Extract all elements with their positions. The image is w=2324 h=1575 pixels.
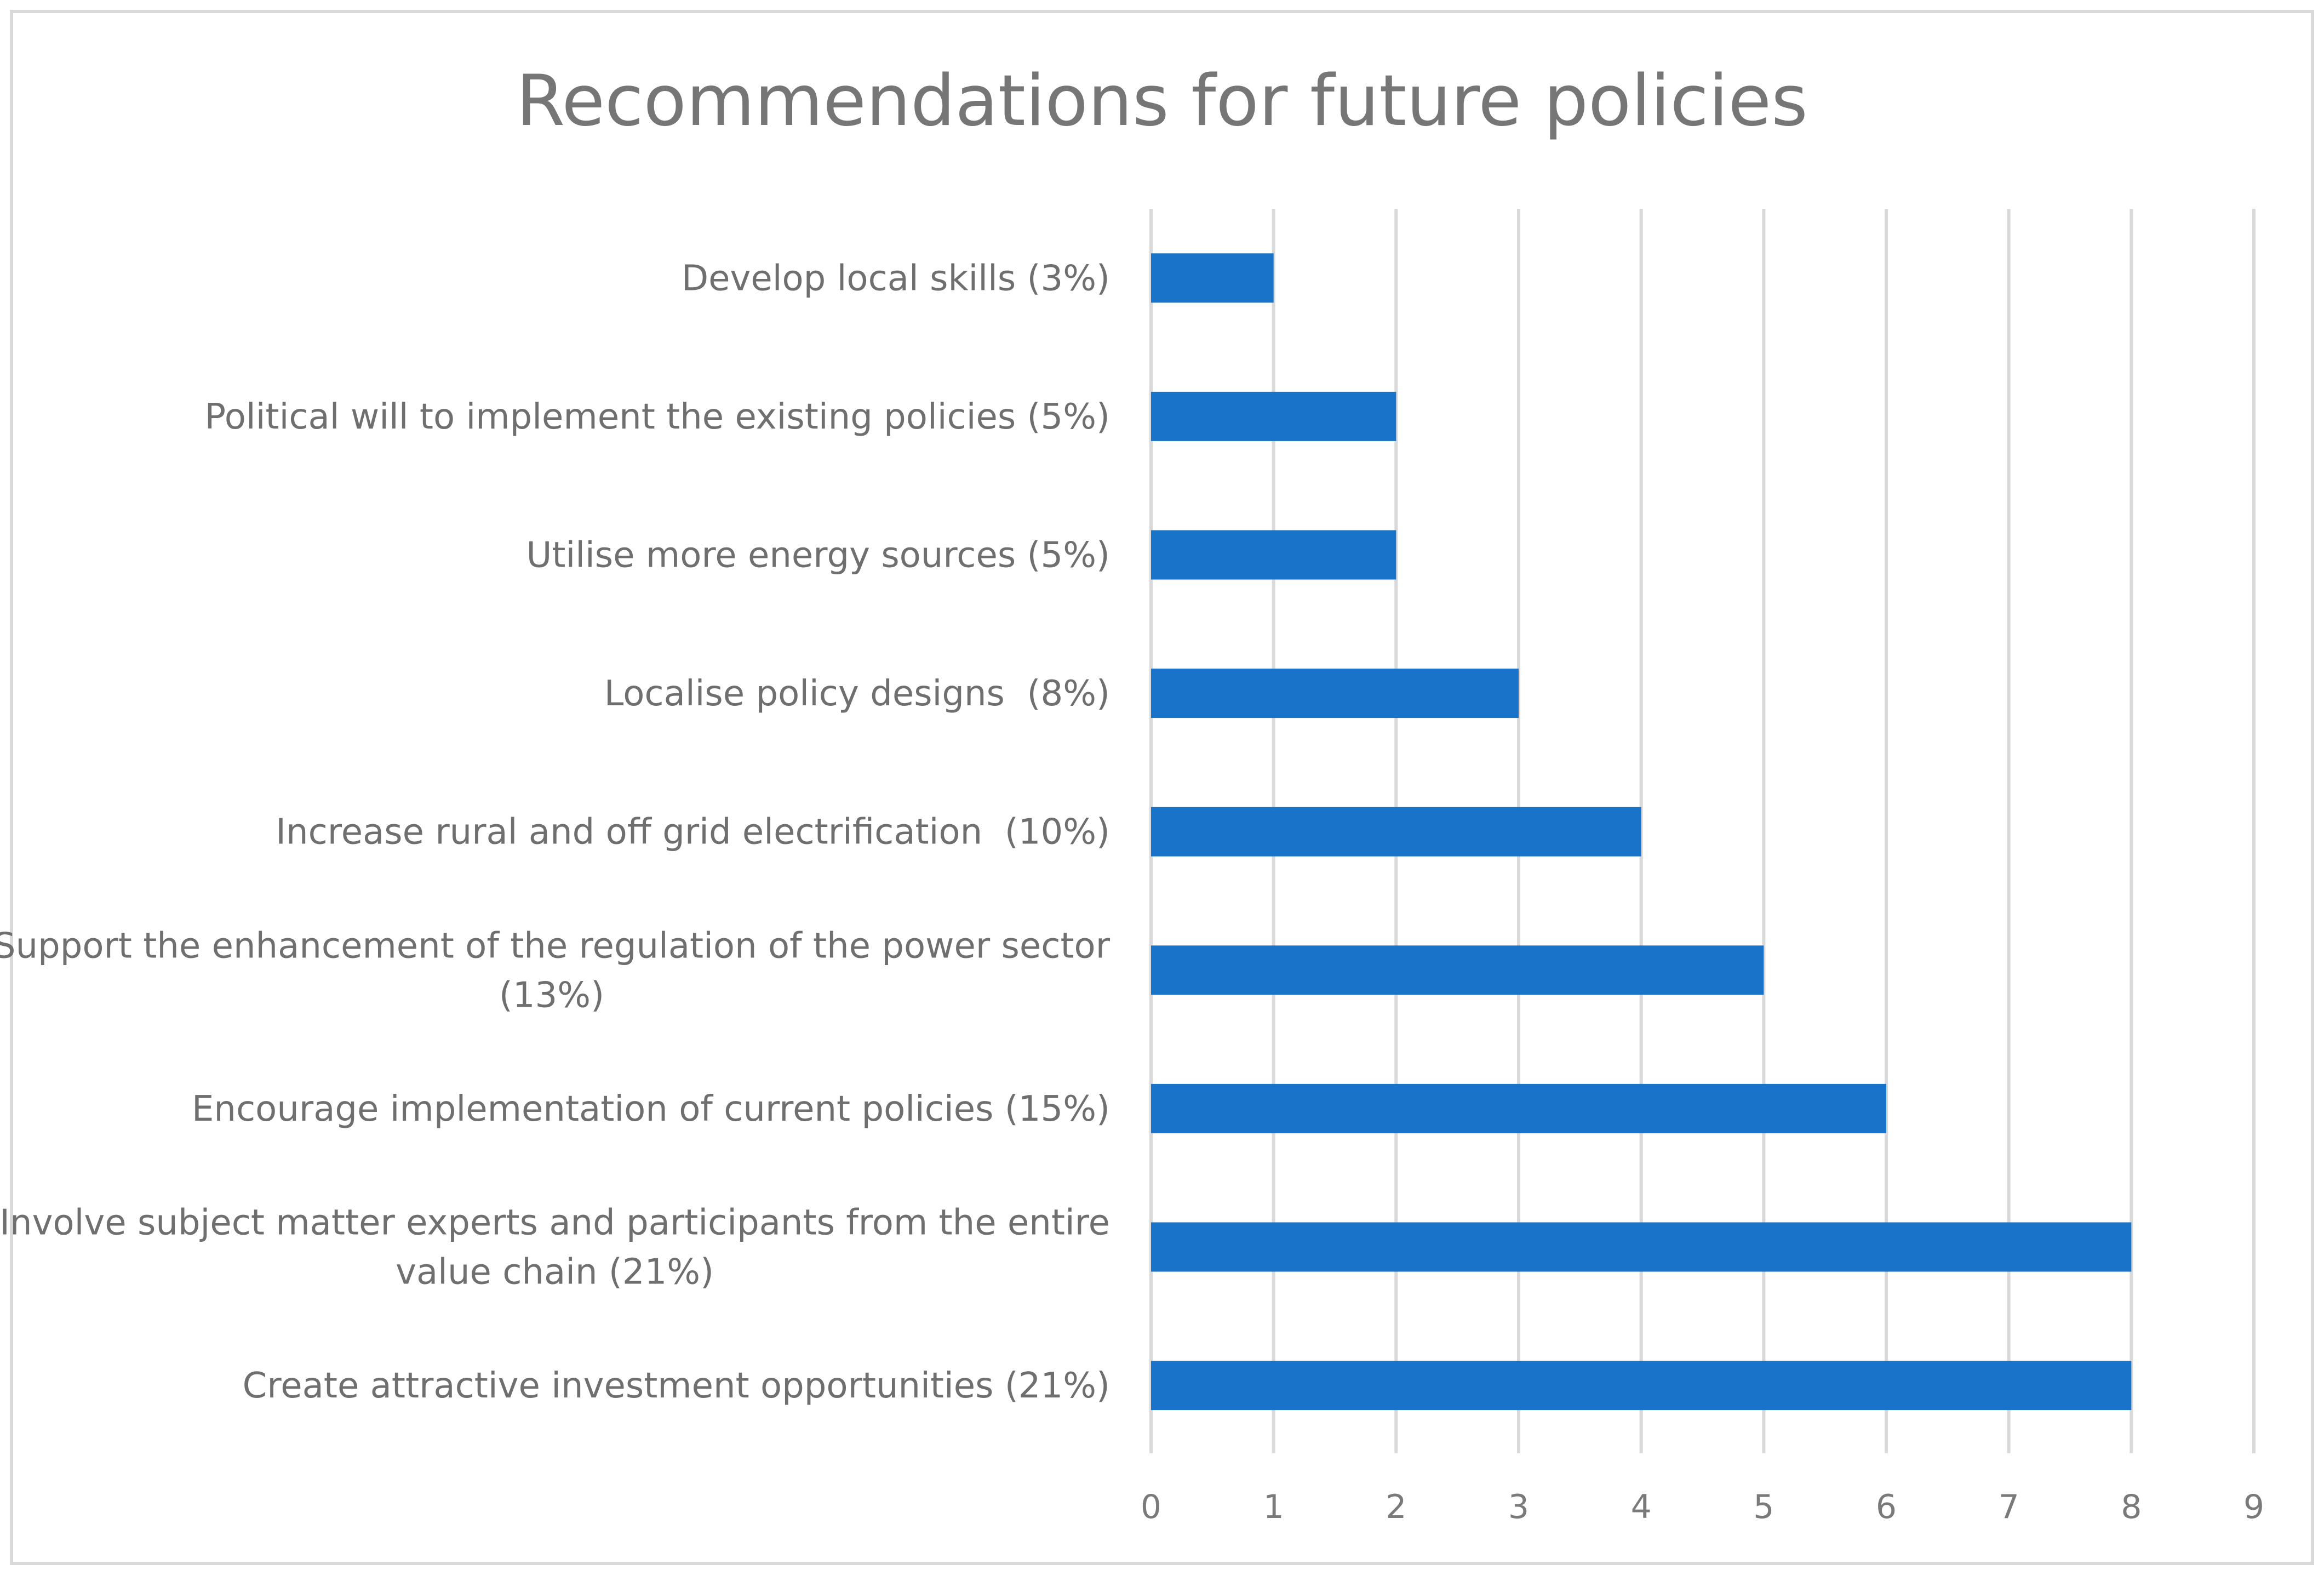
category-label: value chain (21%)	[396, 1252, 714, 1293]
bar	[1151, 807, 1641, 857]
x-tick-label: 0	[1141, 1488, 1161, 1526]
bar	[1151, 253, 1274, 303]
x-tick-label: 4	[1631, 1488, 1652, 1526]
chart-title: Recommendations for future policies	[516, 60, 1808, 142]
bar	[1151, 669, 1519, 718]
x-tick-label: 9	[2243, 1488, 2264, 1526]
x-tick-label: 8	[2121, 1488, 2142, 1526]
chart-border	[10, 10, 2314, 1565]
category-label: Develop local skills (3%)	[682, 258, 1110, 299]
category-labels: Develop local skills (3%) Political will …	[0, 258, 1111, 1406]
category-label: Encourage implementation of current poli…	[192, 1089, 1110, 1129]
bar	[1151, 945, 1764, 995]
x-tick-label: 6	[1876, 1488, 1897, 1526]
category-label: (13%)	[499, 975, 604, 1015]
category-label: Support the enhancement of the regulatio…	[0, 926, 1111, 966]
category-label: Localise policy designs (8%)	[604, 674, 1110, 714]
bar	[1151, 391, 1396, 441]
bar	[1151, 530, 1396, 580]
category-label: Utilise more energy sources (5%)	[526, 535, 1111, 576]
x-tick-label: 2	[1386, 1488, 1406, 1526]
x-axis-tick-labels: 0 1 2 3 4 5 6 7 8 9	[1141, 1488, 2264, 1526]
x-tick-label: 3	[1508, 1488, 1529, 1526]
bars	[1151, 253, 2132, 1411]
bar	[1151, 1222, 2132, 1272]
bar	[1151, 1361, 2132, 1411]
x-tick-label: 1	[1263, 1488, 1284, 1526]
category-label: Increase rural and off grid electrificat…	[276, 812, 1110, 853]
bar	[1151, 1083, 1886, 1133]
category-label: Political will to implement the existing…	[204, 397, 1110, 437]
x-tick-label: 7	[1999, 1488, 2019, 1526]
category-label: Involve subject matter experts and parti…	[0, 1203, 1110, 1243]
x-tick-label: 5	[1753, 1488, 1774, 1526]
category-label: Create attractive investment opportuniti…	[243, 1366, 1110, 1406]
